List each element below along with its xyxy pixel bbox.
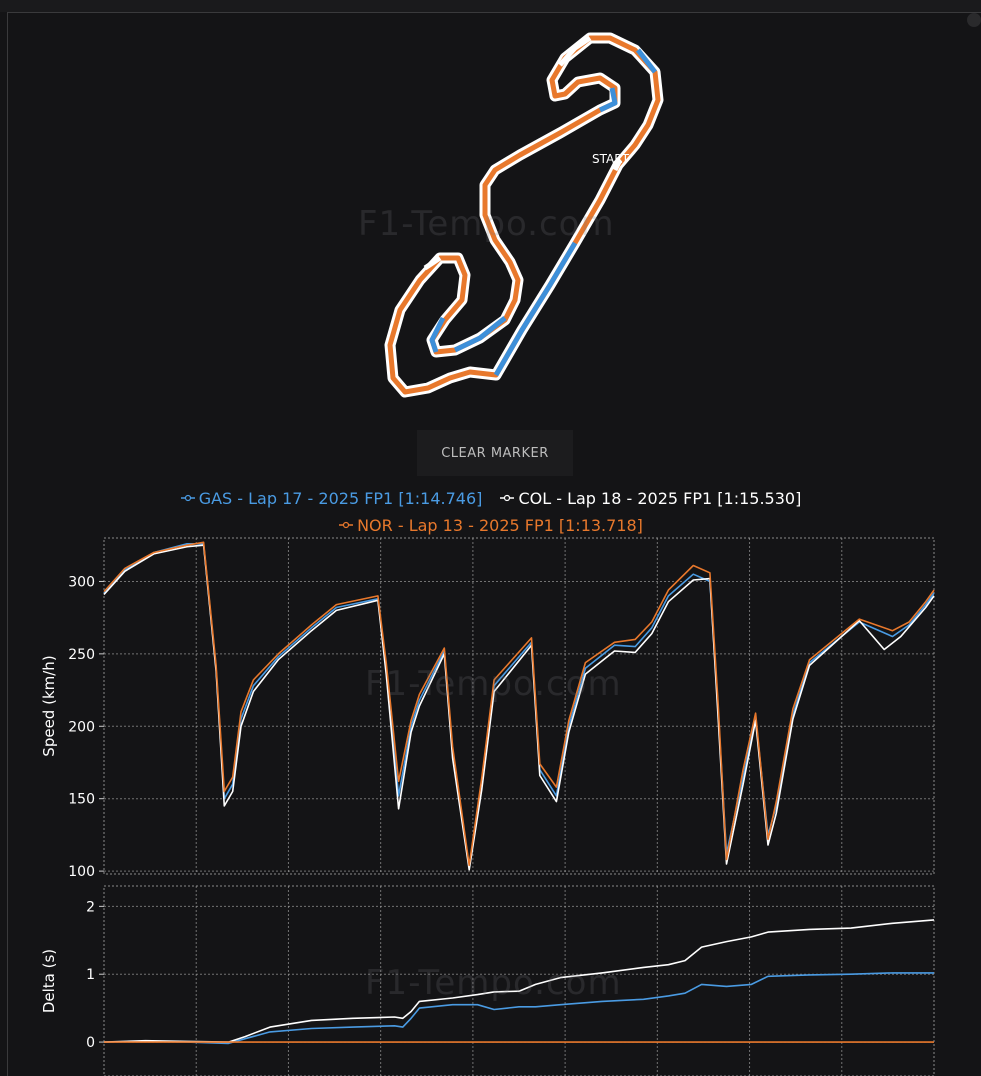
y-tick-label: 300 xyxy=(68,574,95,590)
y-tick-label: 100 xyxy=(68,864,95,880)
y-tick-label: 2 xyxy=(86,899,95,915)
start-label: START xyxy=(592,152,630,166)
clear-marker-button[interactable]: CLEAR MARKER xyxy=(417,430,573,476)
y-axis-label: Speed (km/h) xyxy=(40,655,58,756)
series-line-col[interactable] xyxy=(103,544,935,871)
speed-chart[interactable]: 100 150 200 250 300 Speed (km/h) xyxy=(0,530,981,880)
legend-label-nor: NOR - Lap 13 - 2025 FP1 [1:13.718] xyxy=(357,515,643,535)
legend-item-gas[interactable]: GAS - Lap 17 - 2025 FP1 [1:14.746] xyxy=(180,488,483,508)
y-tick-label: 0 xyxy=(86,1035,95,1051)
track-map[interactable] xyxy=(370,25,680,410)
series-line-gas[interactable] xyxy=(103,543,935,868)
track-segment-gas xyxy=(453,316,507,353)
legend-label-col: COL - Lap 18 - 2025 FP1 [1:15.530] xyxy=(518,488,802,508)
track-segment-col xyxy=(558,35,592,67)
corner-indicator xyxy=(967,13,981,27)
chart-panel xyxy=(7,12,981,1076)
plot-frame xyxy=(103,885,935,1076)
legend-row-1: GAS - Lap 17 - 2025 FP1 [1:14.746] COL -… xyxy=(0,488,981,508)
track-segment-gas xyxy=(636,48,657,74)
series-line-col[interactable] xyxy=(103,919,935,1043)
line-marker-icon xyxy=(500,494,515,502)
y-tick-label: 250 xyxy=(68,647,95,663)
y-tick-label: 200 xyxy=(68,719,95,735)
legend-item-col[interactable]: COL - Lap 18 - 2025 FP1 [1:15.530] xyxy=(499,489,801,508)
delta-chart[interactable]: 0 1 2 Delta (s) xyxy=(0,878,981,1076)
legend-row-2: NOR - Lap 13 - 2025 FP1 [1:13.718] xyxy=(0,515,981,535)
legend-label-gas: GAS - Lap 17 - 2025 FP1 [1:14.746] xyxy=(198,488,483,508)
plot-frame xyxy=(103,537,935,875)
series-line-gas[interactable] xyxy=(103,972,934,1045)
y-tick-label: 1 xyxy=(86,967,95,983)
line-marker-icon xyxy=(180,494,195,502)
legend-item-nor[interactable]: NOR - Lap 13 - 2025 FP1 [1:13.718] xyxy=(338,516,643,535)
y-axis-label: Delta (s) xyxy=(40,949,58,1013)
y-tick-label: 150 xyxy=(68,792,95,808)
track-segment-gas xyxy=(429,316,446,353)
series-line-nor[interactable] xyxy=(103,541,935,867)
line-marker-icon xyxy=(339,521,354,529)
track-segment-gas xyxy=(598,87,618,113)
track-segment-col xyxy=(612,158,623,172)
track-segment-col xyxy=(423,255,442,271)
window-top-strip xyxy=(0,0,981,12)
track-segment-gas xyxy=(493,241,578,377)
